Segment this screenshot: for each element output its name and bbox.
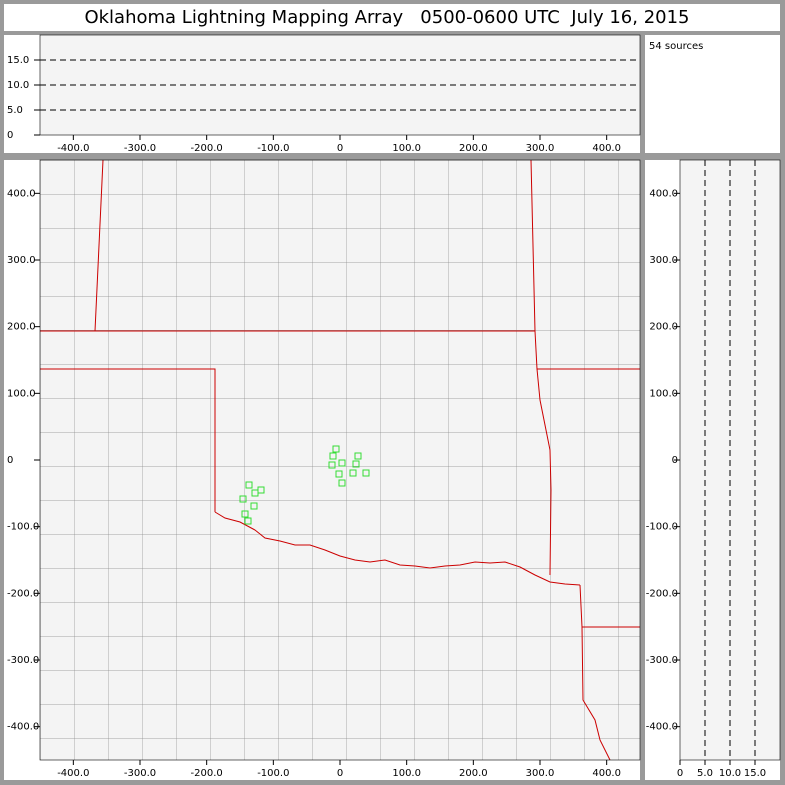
y-tick-label: -400.0 <box>7 722 39 733</box>
y-tick-label: 300.0 <box>649 255 678 266</box>
lightning-source <box>328 461 336 469</box>
y-tick-label: -200.0 <box>646 588 678 599</box>
y-tick-label: -100.0 <box>646 522 678 533</box>
y-tick-label: 400.0 <box>7 188 36 199</box>
x-tick-label: -100.0 <box>257 768 289 779</box>
y-tick-label: -200.0 <box>7 588 39 599</box>
y-tick-label: 400.0 <box>649 188 678 199</box>
state-borders <box>40 160 640 760</box>
lightning-source <box>244 517 252 525</box>
annotation-box <box>645 35 780 153</box>
lightning-source <box>335 470 343 478</box>
y-tick-label: -300.0 <box>646 655 678 666</box>
x-tick-label: 0 <box>337 143 343 154</box>
x-tick-label: 0 <box>677 768 683 779</box>
y-tick-label: 0 <box>7 130 13 141</box>
x-tick-label: 5.0 <box>697 768 713 779</box>
red-river <box>214 511 581 586</box>
x-tick-label: -100.0 <box>257 143 289 154</box>
x-tick-label: -400.0 <box>57 143 89 154</box>
y-tick-label: 15.0 <box>7 55 29 66</box>
lightning-source <box>352 460 360 468</box>
x-tick-label: -200.0 <box>191 768 223 779</box>
lightning-source <box>257 486 265 494</box>
border <box>579 584 611 760</box>
lightning-source <box>338 459 346 467</box>
y-tick-label: 5.0 <box>7 105 23 116</box>
lightning-source <box>332 445 340 453</box>
x-tick-label: 200.0 <box>459 143 488 154</box>
lightning-source <box>362 469 370 477</box>
x-tick-label: -200.0 <box>191 143 223 154</box>
x-tick-label: 15.0 <box>744 768 766 779</box>
lightning-source <box>245 481 253 489</box>
x-tick-label: 10.0 <box>719 768 741 779</box>
y-tick-label: 200.0 <box>649 322 678 333</box>
x-tick-label: -300.0 <box>124 768 156 779</box>
lightning-source <box>250 502 258 510</box>
lightning-source <box>329 452 337 460</box>
border <box>94 160 104 332</box>
x-tick-label: 400.0 <box>592 768 621 779</box>
y-tick-label: -400.0 <box>646 722 678 733</box>
y-tick-label: 100.0 <box>649 388 678 399</box>
y-tick-label: 100.0 <box>7 388 36 399</box>
border <box>530 160 552 576</box>
y-tick-label: -300.0 <box>7 655 39 666</box>
x-tick-label: 0 <box>337 768 343 779</box>
lightning-source <box>349 469 357 477</box>
x-tick-label: 300.0 <box>526 143 555 154</box>
y-tick-label: 0 <box>672 455 678 466</box>
y-tick-label: 300.0 <box>7 255 36 266</box>
x-tick-label: 100.0 <box>392 768 421 779</box>
x-tick-label: 300.0 <box>526 768 555 779</box>
x-tick-label: 100.0 <box>392 143 421 154</box>
y-tick-label: -100.0 <box>7 522 39 533</box>
x-tick-label: -400.0 <box>57 768 89 779</box>
x-tick-label: -300.0 <box>124 143 156 154</box>
x-tick-label: 200.0 <box>459 768 488 779</box>
y-tick-label: 0 <box>7 455 13 466</box>
title-band <box>4 4 780 31</box>
title: Oklahoma Lightning Mapping Array 0500-06… <box>84 7 689 28</box>
y-tick-label: 200.0 <box>7 322 36 333</box>
border <box>40 368 216 512</box>
lightning-source <box>354 452 362 460</box>
x-tick-label: 400.0 <box>592 143 621 154</box>
lightning-source <box>338 479 346 487</box>
source-count: 54 sources <box>649 41 703 52</box>
y-tick-label: 10.0 <box>7 80 29 91</box>
lightning-source <box>239 495 247 503</box>
lightning-source <box>241 510 249 518</box>
